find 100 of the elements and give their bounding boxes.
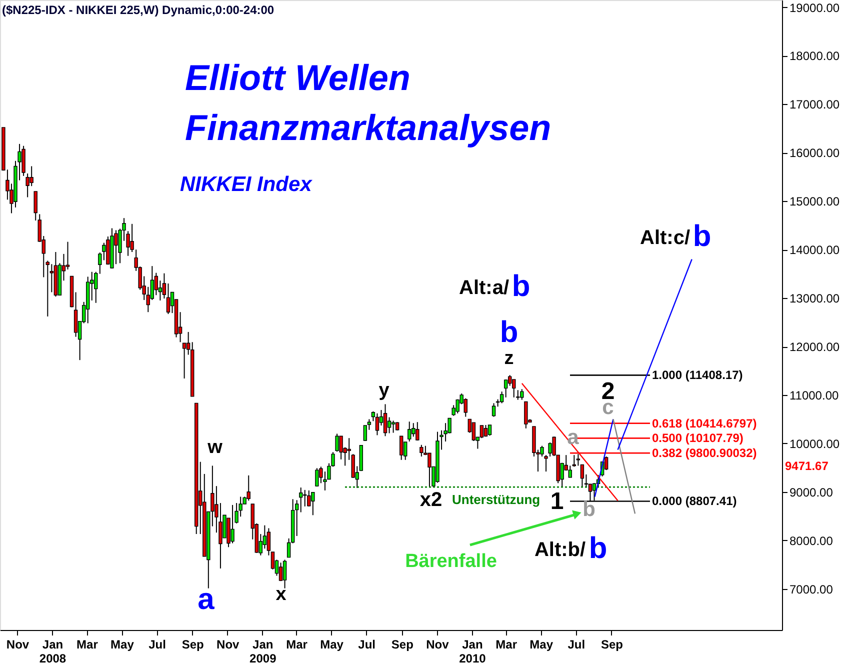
candlestick xyxy=(311,492,315,516)
candlestick xyxy=(30,166,34,187)
y-tick-label: 13000.00 xyxy=(790,292,840,306)
candlestick xyxy=(480,424,484,439)
candlestick xyxy=(34,190,38,221)
candlestick xyxy=(520,388,524,400)
candlestick xyxy=(46,260,50,317)
candlestick xyxy=(66,241,70,270)
ref-line-label: Unterstützung xyxy=(452,492,540,508)
candlestick xyxy=(508,374,512,386)
candlestick xyxy=(416,422,420,442)
candlestick xyxy=(335,433,339,452)
y-tick-label: 14000.00 xyxy=(790,243,840,258)
annotation: z xyxy=(504,348,514,369)
annotation: Alt:c/ xyxy=(640,227,690,249)
candlestick xyxy=(472,422,476,442)
candlestick xyxy=(266,528,271,556)
x-tick-label: Mar xyxy=(76,638,98,652)
candlestick xyxy=(383,404,388,437)
annotation: b xyxy=(582,498,596,521)
annotation: Bärenfalle xyxy=(405,551,497,572)
x-tick-label: Sep xyxy=(391,638,414,652)
candlestick xyxy=(94,271,98,304)
x-tick-label: Mar xyxy=(286,638,308,652)
candlestick xyxy=(492,402,496,418)
candlestick xyxy=(387,416,392,434)
candlestick xyxy=(278,562,283,582)
ref-line-label: 0.618 (10414.6797) xyxy=(652,416,757,430)
candlestick xyxy=(22,145,26,176)
annotation: Alt:a/ xyxy=(459,277,510,299)
candlestick xyxy=(375,412,380,436)
ref-line-label: 0.000 (8807.41) xyxy=(652,494,737,508)
x-tick-label: Jul xyxy=(148,638,166,652)
candlestick xyxy=(158,280,162,301)
x-tick-label: May xyxy=(320,638,344,652)
candlestick xyxy=(246,474,250,502)
candlestick xyxy=(524,401,528,429)
x-tick-label: Jul xyxy=(358,638,376,652)
x-tick-label: Nov xyxy=(426,638,450,652)
x-tick-label: Nov xyxy=(6,638,30,652)
y-tick-label: 19000.00 xyxy=(790,0,840,15)
x-tick-label: Sep xyxy=(182,638,204,652)
candlestick xyxy=(166,283,170,315)
annotation: 1 xyxy=(550,488,564,515)
annotation: x2 xyxy=(420,489,442,511)
candlestick xyxy=(399,436,404,460)
candlestick xyxy=(408,421,412,442)
ref-line-label: 1.000 (11408.17) xyxy=(652,368,743,382)
y-tick-label: 17000.00 xyxy=(790,98,840,112)
y-tick-label: 10000.00 xyxy=(790,436,840,451)
text: 9471.67 xyxy=(785,459,829,473)
annotation: Finanzmarktanalysen xyxy=(185,107,552,148)
candlestick xyxy=(315,468,319,488)
candlestick xyxy=(391,420,396,434)
candlestick xyxy=(74,292,78,338)
annotation: b xyxy=(588,532,608,565)
candlestick xyxy=(262,524,267,550)
candlestick xyxy=(504,378,508,398)
candlestick xyxy=(488,424,492,436)
annotation: x xyxy=(276,584,287,605)
candlestick xyxy=(576,454,580,466)
chart-title: ($N225-IDX - NIKKEI 225,W) Dynamic,0:00-24:00 xyxy=(2,3,274,17)
y-tick-label: 11000.00 xyxy=(790,388,839,402)
candlestick xyxy=(307,490,311,507)
candlestick xyxy=(102,242,106,261)
candlestick xyxy=(420,444,424,458)
annotation: Alt:b/ xyxy=(534,539,586,561)
x-tick-label: May xyxy=(530,638,554,652)
x-tick-label: May xyxy=(110,638,134,652)
candlestick xyxy=(568,465,572,478)
y-tick-label: 9000.00 xyxy=(790,485,834,500)
x-tick-label: Sep xyxy=(600,638,623,652)
candlestick xyxy=(580,464,584,488)
x-tick-label: Jan 2010 xyxy=(459,638,486,665)
y-tick-label: 18000.00 xyxy=(790,49,840,64)
candlestick xyxy=(572,454,576,468)
candlestick xyxy=(114,230,118,265)
y-tick-label: 16000.00 xyxy=(790,146,840,160)
annotation: b xyxy=(500,316,518,349)
y-tick-label: 15000.00 xyxy=(790,194,840,209)
annotation: b xyxy=(512,270,530,303)
annotation: a xyxy=(198,583,215,616)
candlestick xyxy=(464,398,468,418)
candlestick xyxy=(412,422,416,438)
annotation: y xyxy=(378,380,390,401)
candlestick xyxy=(428,452,432,488)
x-tick-label: Jan 2009 xyxy=(250,638,277,665)
candlestick xyxy=(230,504,234,544)
candlestick xyxy=(299,487,303,513)
candlestick xyxy=(182,342,186,379)
candlestick xyxy=(512,378,516,398)
annotation: Elliott Wellen xyxy=(185,57,410,98)
ref-line-label: 0.382 (9800.90032) xyxy=(652,446,757,460)
y-tick-label: 8000.00 xyxy=(790,534,834,548)
y-tick-label: 7000.00 xyxy=(790,582,834,596)
candlestick xyxy=(282,559,287,589)
x-tick-label: Nov xyxy=(216,638,240,652)
annotation: w xyxy=(206,437,223,458)
x-tick-label: Jul xyxy=(568,638,586,652)
ref-line-label: 0.500 (10107.79) xyxy=(652,431,744,446)
